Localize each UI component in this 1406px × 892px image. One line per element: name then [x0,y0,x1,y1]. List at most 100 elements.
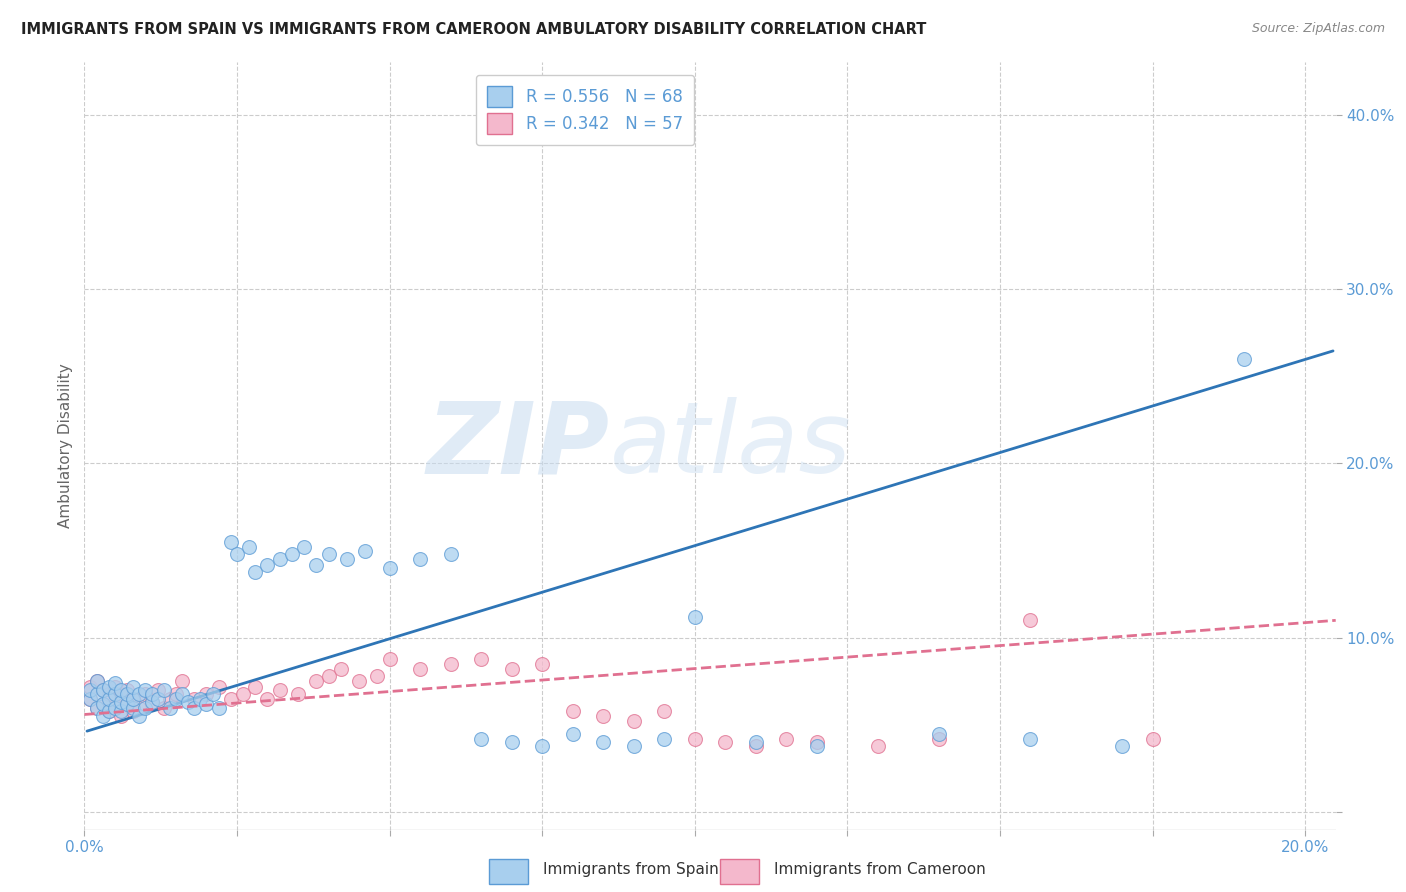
Point [366,669,388,683]
Point [354,543,377,558]
Point [170,687,193,701]
Point [183,691,205,706]
Point [134,700,156,714]
Point [226,547,249,561]
Point [501,662,523,676]
Point [141,695,163,709]
Point [115,697,138,711]
Point [219,534,242,549]
Point [219,691,242,706]
Point [439,657,461,671]
Point [86,687,108,701]
Point [806,735,828,749]
Point [104,680,127,694]
Point [745,739,768,753]
Point [561,726,583,740]
Point [97,687,120,701]
Point [141,687,163,701]
Point [177,695,200,709]
Point [104,700,127,714]
FancyBboxPatch shape [720,859,759,884]
Point [159,700,181,714]
Point [122,680,145,694]
Point [470,731,492,746]
Point [683,731,706,746]
Point [79,691,101,706]
Point [86,674,108,689]
Text: ZIP: ZIP [427,398,610,494]
Point [806,739,828,753]
Legend: R = 0.556   N = 68, R = 0.342   N = 57: R = 0.556 N = 68, R = 0.342 N = 57 [475,75,695,145]
Text: atlas: atlas [610,398,852,494]
Point [245,565,267,579]
Point [97,704,120,718]
Point [86,674,108,689]
Point [79,683,101,698]
Point [91,697,114,711]
Point [146,691,169,706]
Point [110,709,132,723]
Point [292,540,315,554]
Point [336,552,359,566]
Point [623,739,645,753]
Point [79,680,101,694]
Point [128,687,150,701]
Point [531,739,554,753]
Point [281,547,304,561]
Point [378,651,401,665]
Point [122,691,145,706]
Point [188,691,211,706]
Point [201,687,224,701]
Point [91,683,114,698]
Point [115,687,138,701]
Point [245,680,267,694]
Point [592,709,614,723]
Point [305,558,328,572]
Point [378,561,401,575]
Point [1233,351,1256,366]
Point [1019,613,1042,627]
Point [91,709,114,723]
Point [79,691,101,706]
Point [104,676,127,690]
Point [165,691,187,706]
Point [170,674,193,689]
Point [347,674,370,689]
Text: Immigrants from Spain: Immigrants from Spain [543,863,718,877]
Point [115,683,138,698]
Point [256,558,278,572]
Point [269,552,291,566]
Point [195,697,218,711]
Point [928,726,950,740]
Point [623,714,645,729]
Point [122,691,145,706]
Point [561,704,583,718]
Point [652,731,675,746]
Point [86,700,108,714]
Text: Source: ZipAtlas.com: Source: ZipAtlas.com [1251,22,1385,36]
Point [134,683,156,698]
Point [1019,731,1042,746]
Point [195,687,218,701]
Point [208,680,231,694]
Point [110,695,132,709]
Point [86,700,108,714]
Point [318,547,340,561]
Point [97,704,120,718]
Point [183,700,205,714]
Point [134,687,156,701]
Point [104,700,127,714]
Point [152,700,174,714]
Point [866,739,889,753]
Point [305,674,328,689]
Point [287,687,309,701]
Point [745,735,768,749]
Point [122,700,145,714]
Point [592,735,614,749]
FancyBboxPatch shape [489,859,529,884]
Point [97,680,120,694]
Point [91,683,114,698]
Point [232,687,254,701]
Point [146,683,169,698]
Point [652,704,675,718]
